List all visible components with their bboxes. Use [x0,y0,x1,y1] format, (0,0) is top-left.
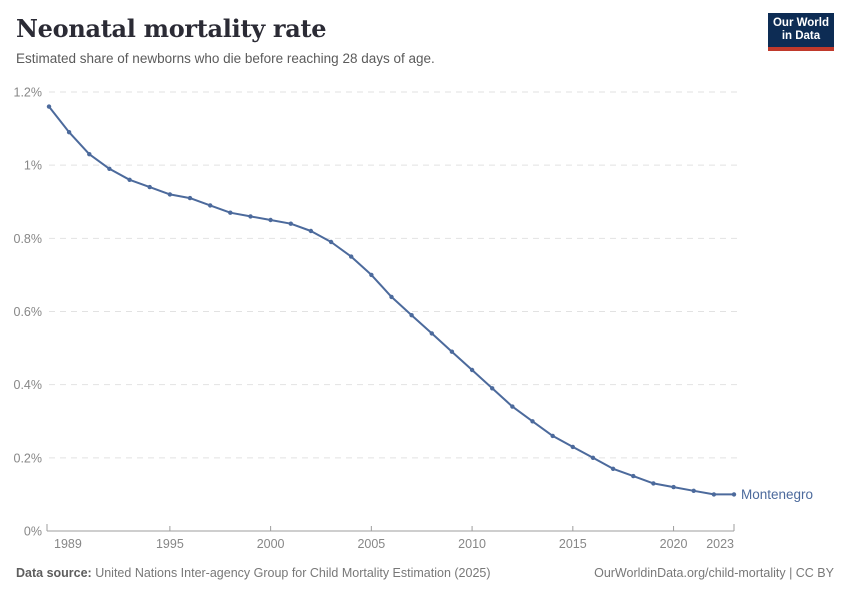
owid-logo-line2: in Data [781,30,821,42]
data-point[interactable] [288,221,293,226]
data-point[interactable] [268,217,273,223]
data-source-note: Data source: United Nations Inter-agency… [16,565,491,581]
data-point[interactable] [107,166,112,171]
x-tick-label: 2005 [357,537,385,551]
chart-footer: Data source: United Nations Inter-agency… [16,565,834,581]
chart-header: Neonatal mortality rate Estimated share … [16,14,756,67]
x-tick-label: 2023 [706,537,734,551]
owid-logo[interactable]: Our World in Data [768,13,834,51]
data-point[interactable] [590,455,596,460]
data-point[interactable] [228,210,233,215]
x-tick-label: 2015 [559,537,587,551]
data-point[interactable] [369,272,374,278]
data-point[interactable] [610,466,616,471]
data-point[interactable] [530,419,535,424]
data-point[interactable] [631,473,636,479]
y-tick-label: 0.6% [14,305,43,319]
data-point[interactable] [308,228,314,234]
x-tick-label: 2020 [660,537,688,551]
data-point[interactable] [469,367,475,373]
y-tick-label: 1% [24,159,42,173]
data-point[interactable] [66,130,72,135]
data-point[interactable] [409,313,414,318]
data-point[interactable] [651,481,656,486]
data-point[interactable] [429,331,434,336]
data-point[interactable] [671,484,676,490]
data-point[interactable] [147,184,152,190]
data-point[interactable] [248,214,253,219]
series-end-label: Montenegro [741,487,813,502]
data-point[interactable] [46,104,52,109]
data-source-label: Data source: [16,566,92,580]
owid-logo-line1: Our World [772,17,829,29]
data-point[interactable] [711,492,717,497]
owid-logo-text: Our World in Data [773,17,829,43]
owid-link[interactable]: OurWorldinData.org/child-mortality | CC … [594,566,834,580]
data-point[interactable] [127,177,132,182]
x-tick-label: 2010 [458,537,486,551]
data-point[interactable] [570,444,575,450]
y-tick-label: 0.8% [14,232,43,246]
x-tick-label: 1989 [54,537,82,551]
data-point[interactable] [349,254,354,259]
chart-title: Neonatal mortality rate [16,14,327,43]
data-point[interactable] [389,294,394,300]
data-point[interactable] [731,492,737,497]
data-point[interactable] [691,488,696,493]
data-point[interactable] [208,203,213,208]
x-tick-label: 2000 [257,537,285,551]
y-tick-label: 1.2% [14,86,43,100]
y-tick-label: 0.2% [14,451,43,465]
data-point[interactable] [87,152,92,157]
chart-subtitle: Estimated share of newborns who die befo… [16,51,435,66]
data-point[interactable] [187,195,193,201]
data-point[interactable] [167,192,173,197]
x-tick-label: 1995 [156,537,184,551]
data-point[interactable] [490,386,495,391]
data-source-text: United Nations Inter-agency Group for Ch… [91,566,491,580]
data-point[interactable] [449,349,455,354]
data-point[interactable] [328,239,334,245]
y-tick-label: 0% [24,525,42,539]
data-point[interactable] [550,433,555,439]
y-tick-label: 0.4% [14,378,43,392]
data-point[interactable] [510,404,515,409]
